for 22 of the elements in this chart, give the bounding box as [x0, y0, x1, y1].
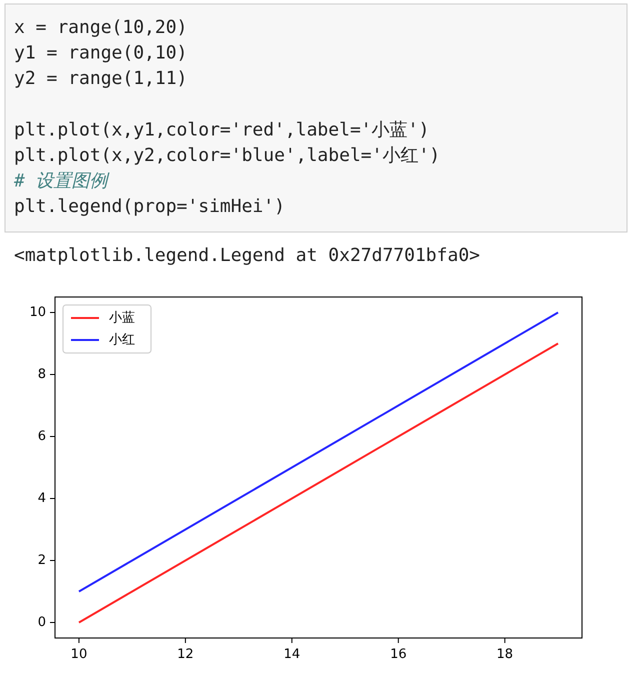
- x-tick-label: 18: [496, 647, 514, 662]
- y-tick-label: 8: [38, 367, 46, 382]
- x-tick-label: 10: [70, 647, 88, 662]
- text: x = range(10,20): [14, 16, 188, 38]
- y-tick-label: 2: [38, 553, 46, 568]
- x-tick-label: 12: [177, 647, 194, 662]
- text: # 设置图例: [13, 170, 111, 192]
- y-tick-label: 0: [38, 615, 46, 630]
- y-tick-label: 10: [29, 305, 46, 320]
- y-tick-label: 6: [38, 429, 46, 444]
- text: <matplotlib.legend.Legend at 0x27d7701bfa0>: [14, 244, 480, 266]
- text: y1 = range(0,10): [14, 42, 188, 64]
- text: plt.plot(x,y2,color='blue',label='小红'): [14, 144, 440, 166]
- x-tick-label: 16: [390, 647, 407, 662]
- line-series: [78, 312, 560, 592]
- text: plt.legend(prop='simHei'): [14, 196, 285, 217]
- legend-label: 小蓝: [109, 310, 135, 326]
- text: y2 = range(1,11): [14, 68, 188, 89]
- legend-label: 小红: [109, 332, 135, 348]
- y-tick-label: 4: [38, 491, 46, 506]
- text: plt.plot(x,y1,color='red',label='小蓝'): [14, 119, 430, 140]
- x-tick-label: 14: [284, 647, 300, 662]
